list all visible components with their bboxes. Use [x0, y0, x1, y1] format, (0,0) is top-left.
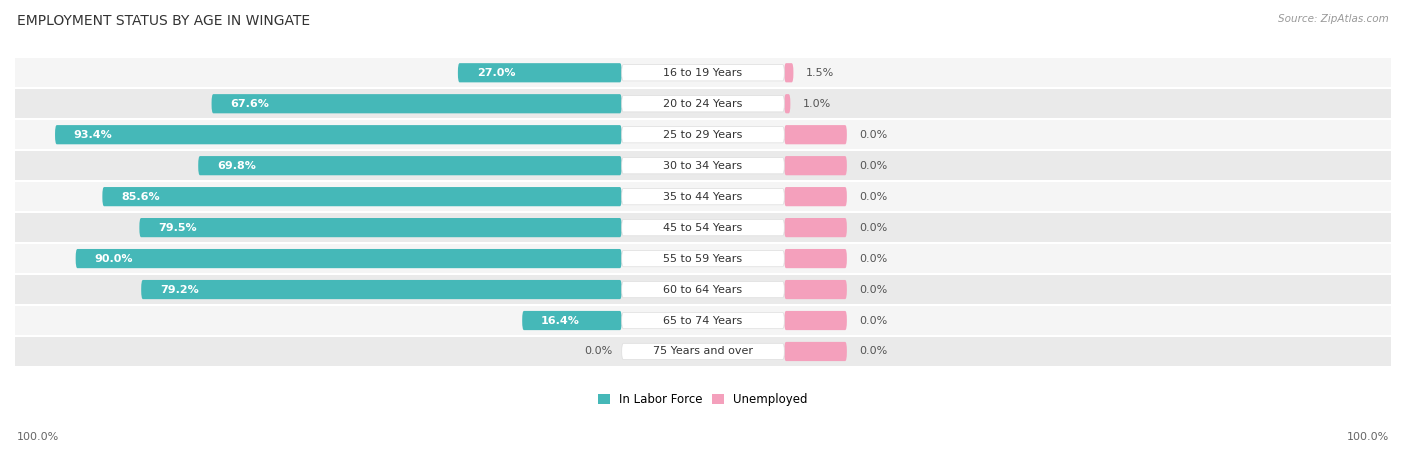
Text: 0.0%: 0.0%: [859, 253, 887, 263]
Text: 0.0%: 0.0%: [859, 346, 887, 356]
FancyBboxPatch shape: [76, 249, 621, 268]
Text: 0.0%: 0.0%: [583, 346, 612, 356]
Text: 16.4%: 16.4%: [541, 316, 579, 326]
Text: 1.0%: 1.0%: [803, 99, 831, 109]
Bar: [15, 243, 1391, 274]
Text: 0.0%: 0.0%: [859, 192, 887, 202]
Bar: [15, 119, 1391, 150]
Text: 35 to 44 Years: 35 to 44 Years: [664, 192, 742, 202]
FancyBboxPatch shape: [621, 220, 785, 236]
FancyBboxPatch shape: [785, 187, 846, 206]
Text: 90.0%: 90.0%: [94, 253, 134, 263]
FancyBboxPatch shape: [621, 250, 785, 267]
FancyBboxPatch shape: [785, 249, 846, 268]
FancyBboxPatch shape: [198, 156, 621, 175]
Bar: [15, 181, 1391, 212]
Text: 0.0%: 0.0%: [859, 223, 887, 233]
Bar: [15, 150, 1391, 181]
Bar: [15, 305, 1391, 336]
FancyBboxPatch shape: [522, 311, 621, 330]
FancyBboxPatch shape: [141, 280, 621, 299]
Text: 45 to 54 Years: 45 to 54 Years: [664, 223, 742, 233]
Text: 55 to 59 Years: 55 to 59 Years: [664, 253, 742, 263]
Text: 100.0%: 100.0%: [1347, 432, 1389, 442]
FancyBboxPatch shape: [211, 94, 621, 113]
Text: EMPLOYMENT STATUS BY AGE IN WINGATE: EMPLOYMENT STATUS BY AGE IN WINGATE: [17, 14, 309, 28]
Text: 79.2%: 79.2%: [160, 285, 198, 295]
Text: 65 to 74 Years: 65 to 74 Years: [664, 316, 742, 326]
FancyBboxPatch shape: [621, 189, 785, 205]
FancyBboxPatch shape: [785, 63, 793, 83]
Text: 60 to 64 Years: 60 to 64 Years: [664, 285, 742, 295]
FancyBboxPatch shape: [55, 125, 621, 144]
FancyBboxPatch shape: [785, 280, 846, 299]
Text: 93.4%: 93.4%: [73, 130, 112, 140]
FancyBboxPatch shape: [621, 281, 785, 298]
Text: 25 to 29 Years: 25 to 29 Years: [664, 130, 742, 140]
FancyBboxPatch shape: [785, 94, 790, 113]
Text: 0.0%: 0.0%: [859, 285, 887, 295]
Bar: [15, 88, 1391, 119]
FancyBboxPatch shape: [785, 125, 846, 144]
Bar: [15, 274, 1391, 305]
Bar: [15, 336, 1391, 367]
FancyBboxPatch shape: [785, 311, 846, 330]
FancyBboxPatch shape: [785, 218, 846, 237]
FancyBboxPatch shape: [785, 156, 846, 175]
Text: 16 to 19 Years: 16 to 19 Years: [664, 68, 742, 78]
FancyBboxPatch shape: [621, 64, 785, 81]
Text: 20 to 24 Years: 20 to 24 Years: [664, 99, 742, 109]
FancyBboxPatch shape: [621, 313, 785, 329]
Text: 75 Years and over: 75 Years and over: [652, 346, 754, 356]
FancyBboxPatch shape: [621, 96, 785, 112]
FancyBboxPatch shape: [621, 127, 785, 143]
Text: 79.5%: 79.5%: [157, 223, 197, 233]
FancyBboxPatch shape: [103, 187, 621, 206]
FancyBboxPatch shape: [621, 157, 785, 174]
FancyBboxPatch shape: [785, 342, 846, 361]
Text: 67.6%: 67.6%: [231, 99, 269, 109]
FancyBboxPatch shape: [139, 218, 621, 237]
FancyBboxPatch shape: [621, 343, 785, 359]
Legend: In Labor Force, Unemployed: In Labor Force, Unemployed: [598, 393, 808, 406]
Text: 100.0%: 100.0%: [17, 432, 59, 442]
Text: 1.5%: 1.5%: [806, 68, 834, 78]
Text: 85.6%: 85.6%: [121, 192, 160, 202]
Text: 0.0%: 0.0%: [859, 161, 887, 170]
Text: 0.0%: 0.0%: [859, 316, 887, 326]
Bar: [15, 57, 1391, 88]
Text: 27.0%: 27.0%: [477, 68, 515, 78]
Text: 69.8%: 69.8%: [217, 161, 256, 170]
Text: Source: ZipAtlas.com: Source: ZipAtlas.com: [1278, 14, 1389, 23]
Bar: [15, 212, 1391, 243]
Text: 30 to 34 Years: 30 to 34 Years: [664, 161, 742, 170]
Text: 0.0%: 0.0%: [859, 130, 887, 140]
FancyBboxPatch shape: [458, 63, 621, 83]
